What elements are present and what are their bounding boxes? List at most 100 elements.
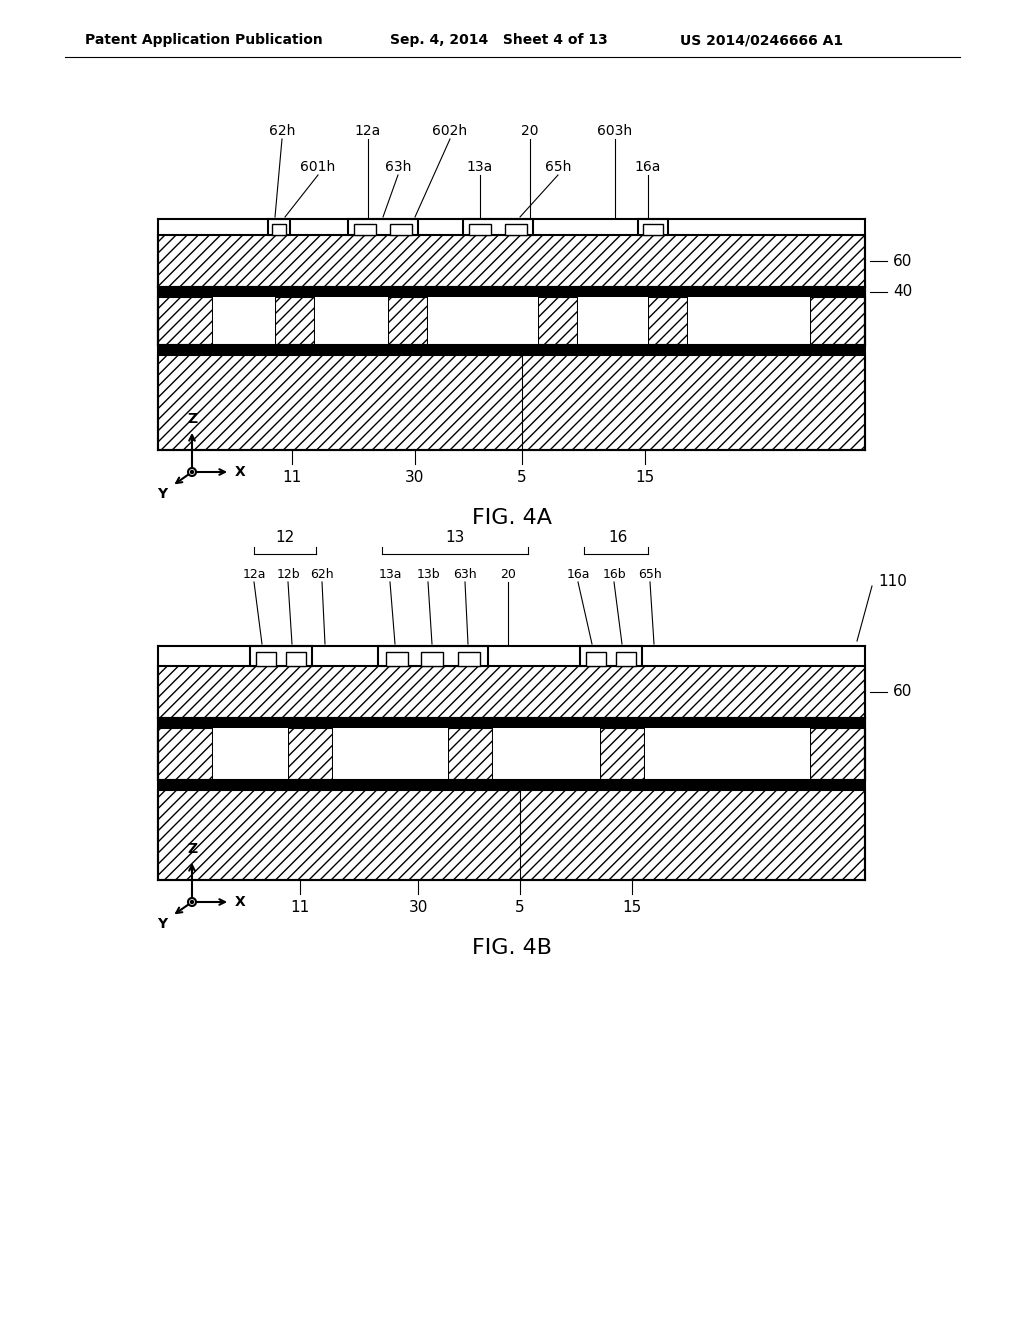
Text: 16: 16 — [608, 531, 628, 545]
Circle shape — [190, 470, 194, 474]
Text: 5: 5 — [517, 470, 526, 486]
Bar — [645, 727, 810, 781]
Bar — [638, 219, 668, 235]
Bar — [449, 729, 493, 780]
Bar — [250, 645, 312, 667]
Text: 30: 30 — [409, 900, 428, 916]
Text: FIG. 4A: FIG. 4A — [472, 508, 552, 528]
Text: FIG. 4B: FIG. 4B — [472, 939, 552, 958]
Text: 13: 13 — [445, 531, 465, 545]
Bar — [272, 224, 286, 235]
Text: 30: 30 — [406, 470, 425, 486]
Bar — [586, 652, 606, 667]
Bar — [493, 727, 600, 781]
Text: 11: 11 — [291, 900, 309, 916]
Text: Y: Y — [157, 917, 167, 931]
Text: 12a: 12a — [355, 124, 381, 139]
Text: 65h: 65h — [638, 568, 662, 581]
Text: Sep. 4, 2014   Sheet 4 of 13: Sep. 4, 2014 Sheet 4 of 13 — [390, 33, 608, 48]
Text: 12: 12 — [275, 531, 295, 545]
Text: 603h: 603h — [597, 124, 633, 139]
Bar — [810, 297, 865, 345]
Bar — [268, 219, 290, 235]
Circle shape — [188, 469, 196, 477]
Text: X: X — [234, 895, 246, 909]
Bar — [354, 224, 376, 235]
Bar — [158, 235, 865, 286]
Text: X: X — [234, 465, 246, 479]
Bar — [390, 224, 412, 235]
Text: 12b: 12b — [276, 568, 300, 581]
Text: 15: 15 — [623, 900, 642, 916]
Bar — [158, 345, 865, 355]
Bar — [288, 729, 333, 780]
Text: 110: 110 — [878, 573, 907, 589]
Bar — [348, 219, 418, 235]
Bar — [648, 297, 688, 345]
Bar — [616, 652, 636, 667]
Bar — [158, 286, 865, 297]
Bar — [286, 652, 306, 667]
Bar — [256, 652, 276, 667]
Text: US 2014/0246666 A1: US 2014/0246666 A1 — [680, 33, 843, 48]
Text: 63h: 63h — [385, 160, 412, 174]
Text: 601h: 601h — [300, 160, 336, 174]
Bar — [158, 297, 213, 345]
Text: 62h: 62h — [310, 568, 334, 581]
Bar — [378, 645, 488, 667]
Bar — [428, 296, 538, 346]
Bar — [538, 297, 578, 345]
Text: 15: 15 — [635, 470, 654, 486]
Text: 40: 40 — [893, 285, 912, 300]
Text: 13a: 13a — [378, 568, 401, 581]
Text: 13b: 13b — [416, 568, 440, 581]
Bar — [580, 645, 642, 667]
Text: 12a: 12a — [243, 568, 266, 581]
Bar — [421, 652, 443, 667]
Bar — [463, 219, 534, 235]
Circle shape — [188, 898, 196, 906]
Bar — [688, 296, 810, 346]
Bar — [158, 718, 865, 729]
Text: 16a: 16a — [635, 160, 662, 174]
Text: 20: 20 — [521, 124, 539, 139]
Bar — [158, 729, 213, 780]
Text: 20: 20 — [500, 568, 516, 581]
Bar — [643, 224, 663, 235]
Text: 16a: 16a — [566, 568, 590, 581]
Bar — [158, 780, 865, 789]
Text: 60: 60 — [893, 685, 912, 700]
Bar — [158, 789, 865, 880]
Text: 16b: 16b — [602, 568, 626, 581]
Bar — [158, 667, 865, 718]
Bar — [810, 729, 865, 780]
Bar — [458, 652, 480, 667]
Bar — [505, 224, 527, 235]
Text: 63h: 63h — [454, 568, 477, 581]
Bar — [275, 297, 315, 345]
Bar — [469, 224, 490, 235]
Text: 11: 11 — [283, 470, 302, 486]
Text: Z: Z — [187, 842, 197, 855]
Text: 65h: 65h — [545, 160, 571, 174]
Bar — [315, 296, 388, 346]
Bar — [213, 296, 275, 346]
Bar — [158, 355, 865, 450]
Text: Z: Z — [187, 412, 197, 426]
Bar — [213, 727, 288, 781]
Bar — [156, 201, 867, 451]
Bar — [386, 652, 408, 667]
Text: 60: 60 — [893, 253, 912, 268]
Circle shape — [190, 900, 194, 903]
Text: 13a: 13a — [467, 160, 494, 174]
Text: Patent Application Publication: Patent Application Publication — [85, 33, 323, 48]
Text: Y: Y — [157, 487, 167, 502]
Bar — [578, 296, 648, 346]
Text: 62h: 62h — [269, 124, 295, 139]
Bar — [388, 297, 428, 345]
Bar — [600, 729, 645, 780]
Bar — [333, 727, 449, 781]
Text: 5: 5 — [515, 900, 525, 916]
Text: 602h: 602h — [432, 124, 468, 139]
Bar — [156, 628, 867, 882]
